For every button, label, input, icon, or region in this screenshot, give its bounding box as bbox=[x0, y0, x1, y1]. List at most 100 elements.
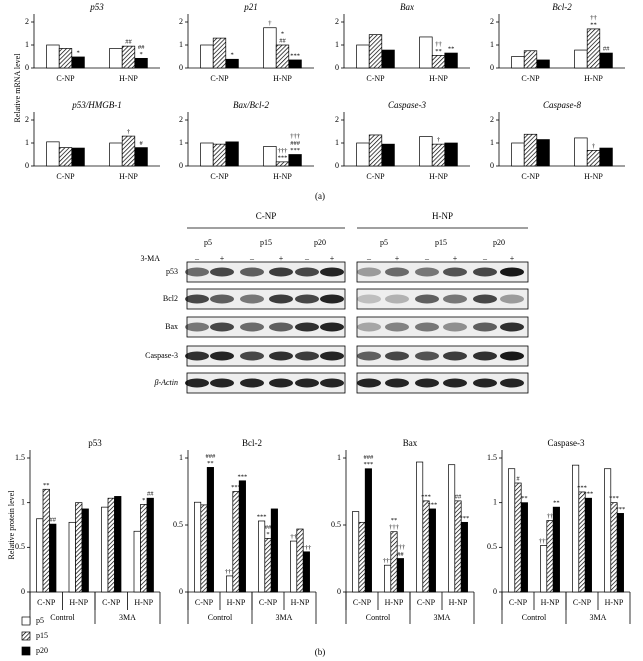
blot-band bbox=[443, 294, 467, 304]
blot-band bbox=[210, 322, 234, 332]
x-tick-label: C-NP bbox=[573, 598, 592, 607]
bar bbox=[540, 545, 548, 593]
lane-label: p15 bbox=[260, 238, 272, 247]
blot-band bbox=[357, 294, 381, 304]
x-tick-label: C-NP bbox=[210, 74, 229, 83]
blot-band bbox=[500, 322, 524, 332]
blot-band bbox=[269, 267, 293, 277]
bar bbox=[194, 501, 202, 593]
bar bbox=[578, 491, 586, 593]
group-label: Control bbox=[522, 613, 547, 622]
bar bbox=[270, 508, 278, 593]
y-tick-label: 2 bbox=[179, 17, 183, 26]
blot-band bbox=[269, 378, 293, 388]
significance-mark: *** bbox=[238, 473, 248, 480]
blot-band bbox=[185, 267, 209, 277]
bar bbox=[42, 488, 50, 593]
blot-band bbox=[443, 322, 467, 332]
y-tick-label: 0 bbox=[179, 63, 183, 72]
significance-mark: # bbox=[139, 140, 143, 147]
x-tick-label: C-NP bbox=[509, 598, 528, 607]
bar bbox=[114, 496, 122, 593]
y-tick-label: 2 bbox=[335, 17, 339, 26]
y-tick-label: 1.5 bbox=[15, 453, 25, 462]
y-tick-label: 1 bbox=[490, 138, 494, 147]
bar bbox=[296, 528, 304, 593]
x-tick-label: H-NP bbox=[273, 172, 292, 181]
y-tick-label: 0 bbox=[490, 161, 494, 170]
blot-band bbox=[269, 322, 293, 332]
bar bbox=[604, 468, 612, 593]
y-tick-label: 1 bbox=[335, 138, 339, 147]
x-tick-label: H-NP bbox=[541, 598, 560, 607]
significance-mark: ## bbox=[138, 44, 145, 51]
legend-label: p5 bbox=[36, 616, 44, 625]
significance-mark: † bbox=[127, 129, 131, 136]
significance-mark: ## bbox=[279, 37, 286, 44]
blot-band bbox=[295, 267, 319, 277]
bar bbox=[586, 150, 601, 167]
bar bbox=[121, 45, 136, 69]
bar bbox=[200, 142, 214, 167]
bar bbox=[81, 508, 89, 593]
significance-mark: ### bbox=[364, 454, 375, 461]
blot-band bbox=[320, 378, 344, 388]
chart-title: Bcl-2 bbox=[552, 2, 572, 12]
bar bbox=[232, 491, 240, 593]
caption: (b) bbox=[315, 647, 326, 657]
bar bbox=[140, 504, 148, 593]
bar bbox=[46, 44, 60, 69]
significance-mark: # bbox=[516, 475, 520, 482]
y-tick-label: 0 bbox=[25, 63, 29, 72]
blot-band bbox=[500, 294, 524, 304]
chart-title: Bax bbox=[403, 438, 418, 448]
bar bbox=[444, 142, 458, 167]
bar bbox=[508, 468, 516, 593]
x-tick-label: C-NP bbox=[102, 598, 121, 607]
x-tick-label: C-NP bbox=[195, 598, 214, 607]
y-tick-label: 2 bbox=[335, 115, 339, 124]
bar bbox=[584, 497, 592, 593]
y-tick-label: 0.5 bbox=[15, 542, 25, 551]
x-tick-label: H-NP bbox=[69, 598, 88, 607]
y-tick-label: 1 bbox=[179, 40, 183, 49]
bar bbox=[444, 52, 458, 69]
blot-band bbox=[320, 267, 344, 277]
bar bbox=[431, 54, 446, 69]
blot-band bbox=[240, 351, 264, 361]
group-label: Control bbox=[366, 613, 391, 622]
significance-mark: *** bbox=[584, 491, 594, 498]
significance-mark: * bbox=[142, 497, 145, 504]
bar bbox=[46, 141, 60, 167]
x-tick-label: H-NP bbox=[134, 598, 153, 607]
bar bbox=[460, 521, 468, 593]
treatment-sign: – bbox=[482, 254, 488, 263]
x-tick-label: H-NP bbox=[584, 172, 603, 181]
x-tick-label: H-NP bbox=[584, 74, 603, 83]
blot-group-label: H-NP bbox=[432, 211, 453, 221]
bar bbox=[263, 146, 277, 167]
bar bbox=[536, 59, 550, 69]
significance-mark: *** bbox=[290, 147, 300, 154]
blot-band bbox=[269, 294, 293, 304]
bar bbox=[610, 502, 618, 593]
significance-mark: ††† bbox=[389, 524, 400, 531]
blot-band bbox=[320, 294, 344, 304]
significance-mark: * bbox=[76, 49, 79, 56]
blot-band bbox=[269, 351, 293, 361]
significance-mark: ** bbox=[207, 460, 214, 467]
bar bbox=[356, 142, 370, 167]
bar bbox=[36, 518, 44, 593]
blot-band bbox=[415, 294, 439, 304]
blot-band bbox=[385, 322, 409, 332]
x-tick-label: H-NP bbox=[227, 598, 246, 607]
significance-mark: ** bbox=[553, 500, 560, 507]
bar bbox=[368, 34, 383, 69]
blot-band bbox=[240, 322, 264, 332]
blot-group-label: C-NP bbox=[256, 211, 277, 221]
blot-band bbox=[210, 351, 234, 361]
group-label: 3MA bbox=[434, 613, 451, 622]
bar bbox=[200, 504, 208, 593]
protein-label: β-Actin bbox=[153, 378, 178, 387]
